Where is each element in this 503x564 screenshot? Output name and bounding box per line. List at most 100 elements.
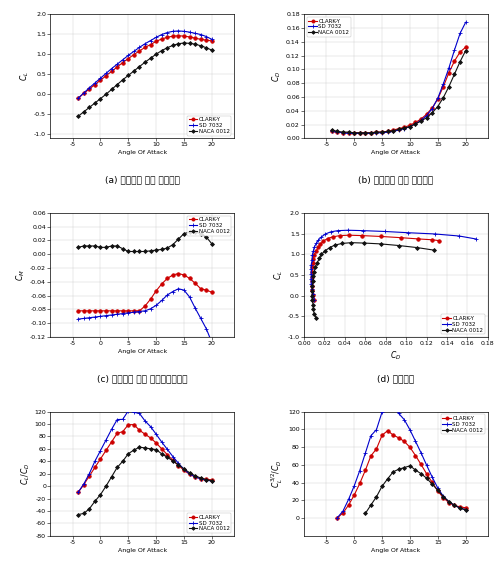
NACA 0012 (176, 41, 182, 47)
Line: SD 7032: SD 7032 (76, 29, 214, 100)
CLARK-Y (311, 252, 317, 258)
CLARK-Y (435, 487, 441, 494)
CLARK-Y (396, 125, 402, 132)
CLARK-Y (398, 234, 404, 241)
NACA 0012 (75, 113, 81, 120)
SD 7032 (457, 505, 463, 512)
CLARK-Y (329, 128, 335, 135)
NACA 0012 (452, 502, 458, 509)
CLARK-Y (351, 129, 357, 136)
SD 7032 (176, 28, 182, 34)
CLARK-Y (103, 72, 109, 79)
SD 7032 (131, 48, 137, 55)
NACA 0012 (187, 40, 193, 47)
NACA 0012 (153, 246, 159, 253)
Line: NACA 0012: NACA 0012 (364, 465, 467, 515)
Line: CLARK-Y: CLARK-Y (76, 272, 214, 312)
NACA 0012 (309, 297, 315, 303)
Line: NACA 0012: NACA 0012 (330, 49, 467, 134)
SD 7032 (92, 80, 98, 86)
CLARK-Y (320, 237, 326, 244)
NACA 0012 (114, 81, 120, 88)
Text: (c) 받음각에 따른 피칭모멘트계수: (c) 받음각에 따른 피칭모멘트계수 (97, 374, 188, 384)
Line: NACA 0012: NACA 0012 (77, 446, 213, 516)
CLARK-Y (170, 457, 176, 464)
CLARK-Y (125, 55, 131, 62)
CLARK-Y (114, 430, 120, 437)
SD 7032 (373, 129, 379, 136)
CLARK-Y (109, 307, 115, 314)
NACA 0012 (407, 123, 413, 130)
SD 7032 (153, 431, 159, 438)
SD 7032 (153, 302, 159, 309)
CLARK-Y (98, 307, 104, 314)
CLARK-Y (463, 504, 469, 511)
NACA 0012 (80, 243, 87, 249)
NACA 0012 (362, 129, 368, 136)
CLARK-Y (131, 421, 137, 428)
SD 7032 (401, 416, 407, 423)
CLARK-Y (429, 236, 435, 243)
SD 7032 (382, 228, 388, 235)
SD 7032 (159, 297, 165, 304)
CLARK-Y (310, 259, 316, 266)
NACA 0012 (311, 268, 317, 275)
SD 7032 (452, 502, 458, 509)
SD 7032 (351, 130, 357, 137)
SD 7032 (164, 29, 171, 36)
CLARK-Y (109, 68, 115, 75)
NACA 0012 (136, 248, 142, 255)
X-axis label: Angle Of Attack: Angle Of Attack (118, 150, 167, 155)
NACA 0012 (311, 311, 317, 318)
SD 7032 (368, 130, 374, 137)
NACA 0012 (125, 72, 131, 79)
CLARK-Y (80, 307, 87, 314)
SD 7032 (187, 294, 193, 301)
NACA 0012 (334, 128, 341, 135)
NACA 0012 (368, 501, 374, 508)
SD 7032 (440, 493, 446, 500)
CLARK-Y (346, 232, 352, 239)
SD 7032 (98, 75, 104, 82)
SD 7032 (170, 453, 176, 460)
NACA 0012 (187, 229, 193, 236)
CLARK-Y (170, 33, 176, 39)
NACA 0012 (187, 469, 193, 476)
Legend: CLARK-Y, SD 7032, NACA 0012: CLARK-Y, SD 7032, NACA 0012 (187, 215, 231, 236)
CLARK-Y (75, 489, 81, 496)
SD 7032 (198, 475, 204, 482)
CLARK-Y (311, 297, 317, 303)
CLARK-Y (103, 447, 109, 454)
NACA 0012 (351, 129, 357, 136)
SD 7032 (308, 276, 314, 283)
Line: CLARK-Y: CLARK-Y (310, 233, 441, 302)
SD 7032 (170, 28, 176, 35)
SD 7032 (136, 410, 142, 417)
SD 7032 (346, 130, 352, 137)
Legend: CLARK-Y, SD 7032, NACA 0012: CLARK-Y, SD 7032, NACA 0012 (187, 116, 231, 135)
Line: SD 7032: SD 7032 (76, 287, 214, 344)
SD 7032 (315, 237, 321, 244)
CLARK-Y (396, 434, 402, 441)
CLARK-Y (418, 461, 424, 468)
X-axis label: Angle Of Attack: Angle Of Attack (371, 150, 421, 155)
SD 7032 (446, 64, 452, 71)
CLARK-Y (187, 471, 193, 478)
CLARK-Y (424, 470, 430, 477)
CLARK-Y (153, 288, 159, 294)
NACA 0012 (339, 240, 345, 247)
CLARK-Y (436, 237, 442, 244)
CLARK-Y (136, 427, 142, 434)
CLARK-Y (379, 432, 385, 439)
CLARK-Y (334, 514, 341, 521)
SD 7032 (109, 65, 115, 72)
NACA 0012 (457, 58, 463, 65)
CLARK-Y (153, 38, 159, 45)
SD 7032 (418, 450, 424, 456)
CLARK-Y (385, 128, 391, 135)
CLARK-Y (329, 233, 336, 240)
CLARK-Y (368, 129, 374, 136)
SD 7032 (209, 36, 215, 43)
NACA 0012 (463, 47, 469, 54)
CLARK-Y (379, 129, 385, 135)
